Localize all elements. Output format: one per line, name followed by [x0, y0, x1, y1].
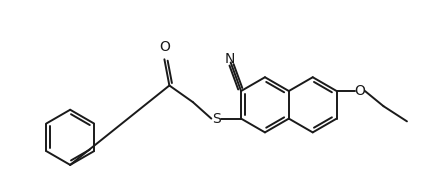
Text: O: O [354, 84, 366, 98]
Text: O: O [159, 40, 170, 54]
Text: N: N [224, 52, 235, 66]
Text: S: S [212, 112, 221, 126]
